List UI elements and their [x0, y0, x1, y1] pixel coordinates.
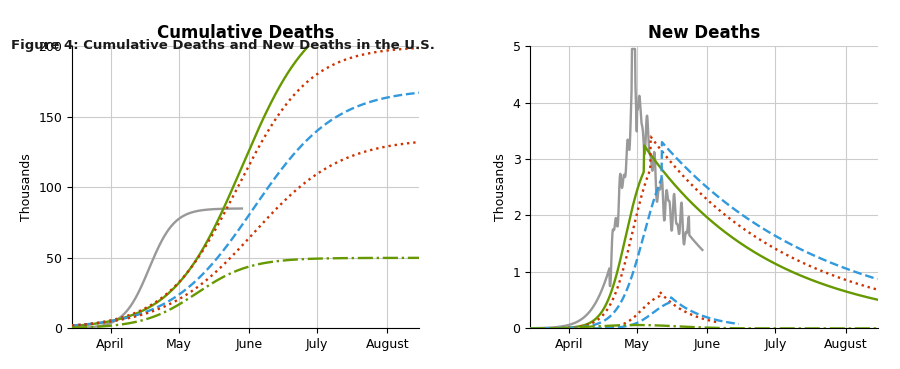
- Title: Cumulative Deaths: Cumulative Deaths: [157, 24, 334, 42]
- Y-axis label: Thousands: Thousands: [20, 154, 32, 221]
- Title: New Deaths: New Deaths: [648, 24, 760, 42]
- Text: Figure 4: Cumulative Deaths and New Deaths in the U.S.: Figure 4: Cumulative Deaths and New Deat…: [11, 39, 435, 52]
- Y-axis label: Thousands: Thousands: [494, 154, 507, 221]
